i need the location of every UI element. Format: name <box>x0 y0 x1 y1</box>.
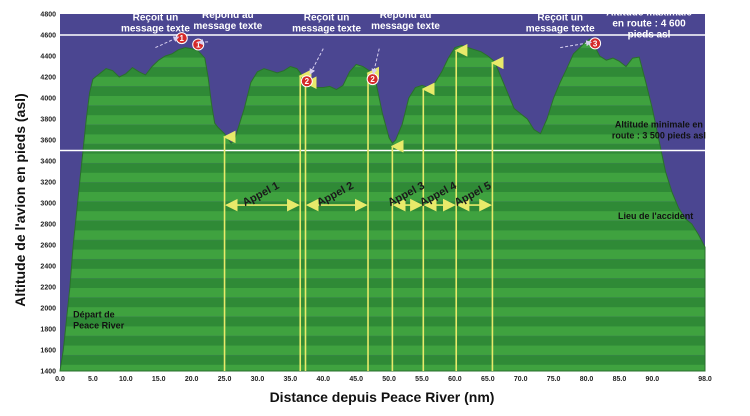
annotation-line: Répond au <box>202 10 254 21</box>
y-tick-label: 2200 <box>40 285 56 292</box>
annotation: Lieu de l'accident <box>618 211 693 221</box>
annotation-line: Départ de <box>73 309 115 319</box>
annotation-line: en route : 4 600 <box>612 19 686 30</box>
annotation-line: pieds asl <box>628 30 671 41</box>
x-tick-label: 65.0 <box>481 376 495 383</box>
x-tick-label: 70.0 <box>514 376 528 383</box>
x-tick-label: 80.0 <box>580 376 594 383</box>
annotation-line: message texte <box>121 23 190 34</box>
marker-number: 2 <box>370 75 375 84</box>
x-tick-label: 98.0 <box>698 376 712 383</box>
x-tick-label: 15.0 <box>152 376 166 383</box>
x-tick-label: 50.0 <box>382 376 396 383</box>
x-tick-label: 55.0 <box>415 376 429 383</box>
annotation-line: Peace River <box>73 320 125 330</box>
message-marker: 2 <box>300 75 313 88</box>
message-marker: 2 <box>366 73 379 86</box>
x-tick-label: 75.0 <box>547 376 561 383</box>
marker-number: 3 <box>593 39 598 48</box>
y-tick-label: 1400 <box>40 369 56 376</box>
y-tick-label: 3600 <box>40 138 56 145</box>
x-tick-label: 85.0 <box>613 376 627 383</box>
y-tick-label: 4200 <box>40 75 56 82</box>
x-tick-label: 0.0 <box>55 376 65 383</box>
annotation-line: message texte <box>292 23 361 34</box>
y-tick-label: 2000 <box>40 306 56 313</box>
annotation-line: Lieu de l'accident <box>618 211 693 221</box>
annotation-line: route : 3 500 pieds asl <box>612 130 706 140</box>
annotation-line: Reçoit un <box>304 12 350 23</box>
y-tick-label: 3000 <box>40 201 56 208</box>
annotation-line: message texte <box>193 21 262 32</box>
x-tick-label: 5.0 <box>88 376 98 383</box>
annotation-pointer <box>371 48 380 75</box>
x-tick-label: 25.0 <box>218 376 232 383</box>
x-tick-label: 45.0 <box>349 376 363 383</box>
message-marker: 1 <box>192 38 205 51</box>
y-tick-label: 4800 <box>40 12 56 19</box>
y-tick-label: 2800 <box>40 222 56 229</box>
annotation-pointer <box>560 40 593 49</box>
y-tick-label: 3200 <box>40 180 56 187</box>
annotation-pointer <box>155 36 180 49</box>
annotation-line: Reçoit un <box>537 12 583 23</box>
x-tick-label: 10.0 <box>119 376 133 383</box>
x-tick-label: 60.0 <box>448 376 462 383</box>
marker-dot <box>300 75 313 88</box>
y-tick-label: 2400 <box>40 264 56 271</box>
y-tick-label: 4000 <box>40 96 56 103</box>
y-tick-label: 1600 <box>40 348 56 355</box>
y-tick-label: 4600 <box>40 33 56 40</box>
y-tick-label: 3400 <box>40 159 56 166</box>
annotation-line: Altitude maximale <box>606 8 692 19</box>
x-axis-title: Distance depuis Peace River (nm) <box>270 389 495 405</box>
marker-number: 1 <box>180 34 185 43</box>
y-tick-label: 1800 <box>40 327 56 334</box>
x-tick-label: 20.0 <box>185 376 199 383</box>
annotation-line: message texte <box>371 21 440 32</box>
annotation-line: Altitude minimale en <box>615 119 703 129</box>
marker-number: 2 <box>305 77 310 86</box>
annotation-line: Reçoit un <box>133 12 179 23</box>
y-tick-label: 4400 <box>40 54 56 61</box>
y-tick-label: 3800 <box>40 117 56 124</box>
message-marker: 3 <box>589 37 602 50</box>
y-axis-title: Altitude de l'avion en pieds (asl) <box>12 93 28 306</box>
x-tick-label: 30.0 <box>251 376 265 383</box>
annotation-line: message texte <box>526 23 595 34</box>
y-tick-label: 2600 <box>40 243 56 250</box>
annotation-line: Répond au <box>380 10 432 21</box>
x-tick-label: 35.0 <box>284 376 298 383</box>
annotation-pointer <box>197 39 209 46</box>
x-tick-label: 90.0 <box>646 376 660 383</box>
x-tick-label: 40.0 <box>316 376 330 383</box>
